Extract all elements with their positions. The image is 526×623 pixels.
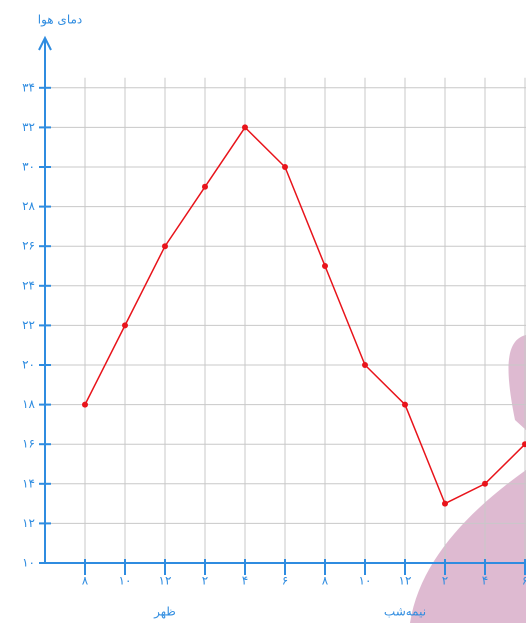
x-tick-label: ۶ [522,574,526,588]
point [122,322,128,329]
x-tick-label: ۴ [482,574,488,588]
x-tick-label: ۲ [202,574,208,588]
y-tick-label: ۳۲ [22,120,35,134]
x-tick-label: ۱۰ [359,574,372,588]
line [84,126,526,505]
point [442,500,448,507]
y-tick-label: ۳۴ [22,80,35,94]
y-tick-label: ۲۴ [22,278,35,292]
y-tick-label: ۲۰ [22,358,35,372]
y-tick-label: ۲۶ [22,239,35,253]
point [522,441,526,448]
y-axis-label: دمای هوا [38,13,83,28]
point [322,263,328,269]
annotation: نیمه‌شب [384,605,426,619]
point [402,401,408,408]
y-tick-label: ۲۸ [22,199,35,213]
y-tick-label: ۱۴ [22,476,35,490]
annotation: ظهر [153,605,176,620]
point [82,401,88,408]
x-tick-label: ۲ [442,574,448,588]
grid [45,77,526,564]
point [162,243,168,250]
y-tick-label: ۳۰ [22,160,35,174]
point [242,124,248,131]
x-tick-label: ۱۰ [119,574,132,588]
point [482,480,488,487]
x-tick-label: ۱۲ [159,574,172,588]
y-tick-label: ۲۲ [22,318,35,332]
point [202,183,208,190]
decoration [410,335,526,623]
point [362,362,368,368]
x-tick-label: ۱۲ [399,574,412,588]
x-tick-label: ۸ [322,574,329,588]
x-tick-label: ۴ [242,574,248,588]
y-tick-label: ۱۸ [22,397,35,411]
y-axis-arrow [38,35,52,51]
point [282,164,288,170]
y-tick-label: ۱۶ [22,437,35,451]
y-tick-label: ۱۲ [22,516,35,530]
x-tick-label: ۶ [282,574,288,588]
y-tick-label: ۱۰ [22,556,35,570]
x-tick-label: ۸ [82,574,89,588]
